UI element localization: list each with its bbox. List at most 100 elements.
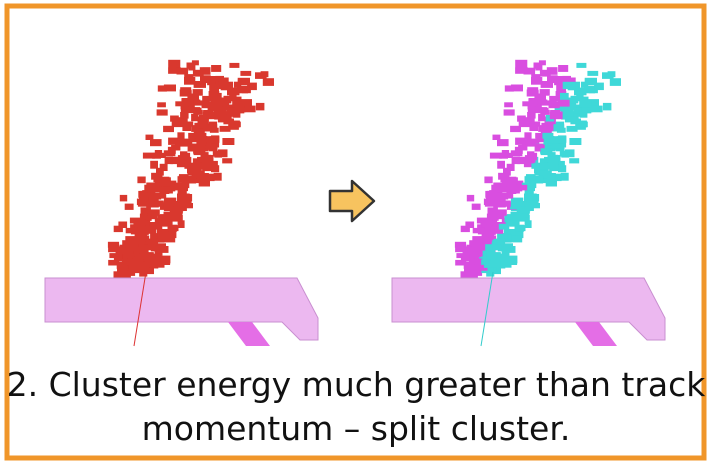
cluster-cell [184, 163, 194, 168]
cluster-cell [505, 85, 514, 91]
cluster-cell [256, 103, 265, 111]
cluster-cell [499, 153, 508, 158]
cluster-cell [149, 195, 159, 201]
cluster-cell [152, 153, 161, 158]
cluster-cell [580, 113, 588, 118]
cluster-cell [507, 164, 515, 171]
cluster-cell [527, 196, 534, 202]
cluster-cell [224, 96, 232, 104]
cluster-cell [552, 144, 563, 149]
cluster-cell [145, 245, 155, 250]
cluster-cell [560, 93, 569, 100]
cluster-cell [137, 199, 147, 206]
cluster-cell [569, 138, 581, 145]
cluster-cell [550, 110, 560, 115]
cluster-cell [503, 246, 512, 251]
cluster-cell [150, 139, 162, 146]
cluster-cell [531, 74, 540, 80]
cluster-cell [211, 65, 221, 72]
cluster-cell [213, 93, 222, 100]
cluster-cell [484, 261, 496, 268]
cluster-cell [188, 63, 195, 70]
cluster-cell [528, 99, 535, 106]
cluster-cell [200, 173, 209, 181]
cluster-cell [526, 174, 536, 181]
cluster-cell [602, 72, 614, 79]
cluster-cell [177, 132, 184, 139]
cluster-cell [558, 100, 570, 107]
cluster-cell [222, 158, 232, 163]
cluster-cell [193, 107, 200, 113]
cluster-cell [492, 245, 502, 250]
cluster-cell [255, 72, 267, 79]
cluster-cell [549, 158, 559, 166]
cluster-cell [194, 148, 206, 155]
cluster-cell [493, 135, 501, 140]
cluster-cell [512, 157, 520, 165]
cluster-cell [511, 200, 521, 208]
cluster-cell [538, 114, 545, 121]
cluster-cell [563, 82, 576, 89]
cluster-cell [193, 89, 203, 96]
cluster-cell [158, 85, 167, 91]
cluster-cell [168, 225, 177, 232]
cluster-cell [164, 200, 174, 208]
cluster-cell [510, 126, 521, 132]
cluster-cell [125, 204, 134, 210]
cluster-cell [579, 100, 591, 107]
cluster-cell [184, 74, 193, 80]
cluster-cell [469, 248, 476, 254]
cluster-cell [154, 201, 163, 206]
cluster-cell [200, 67, 211, 75]
cluster-cell [587, 71, 598, 76]
cluster-cell [542, 133, 553, 139]
cluster-cell [205, 144, 216, 149]
cluster-cell [245, 106, 256, 113]
cluster-cell [497, 161, 505, 169]
cluster-cell [156, 246, 165, 251]
cluster-cell [180, 112, 189, 119]
cluster-cell [152, 224, 163, 230]
cluster-cell [159, 177, 169, 185]
cluster-cell [558, 65, 568, 72]
cluster-cell [202, 158, 212, 166]
cluster-cell [540, 89, 550, 96]
cluster-cell [163, 126, 174, 132]
cluster-cell [203, 110, 213, 115]
cluster-cell [497, 233, 504, 240]
cluster-cell [527, 112, 536, 119]
cluster-cell [191, 114, 198, 121]
cluster-cell [504, 102, 513, 107]
cluster-cell [133, 219, 145, 225]
cluster-cell [494, 209, 507, 215]
cluster-cell [193, 100, 203, 105]
cluster-cell [525, 190, 534, 197]
cluster-cell [194, 123, 202, 128]
cluster-cell [240, 71, 251, 76]
cluster-cell [207, 124, 218, 131]
cluster-cell [506, 177, 516, 185]
cluster-cell [164, 235, 175, 242]
cluster-cell [484, 177, 492, 184]
cluster-cell [570, 119, 581, 125]
cluster-cell [179, 174, 189, 181]
cluster-cell [561, 151, 569, 158]
cluster-cell [592, 106, 603, 113]
cluster-cell [528, 201, 539, 207]
cluster-cell [168, 138, 178, 145]
cluster-cell [214, 151, 222, 158]
caption-line: momentum – split cluster. [142, 409, 571, 448]
cluster-cell [137, 177, 145, 184]
cluster-cell [472, 242, 484, 248]
cluster-cell [554, 124, 565, 131]
cluster-cell [524, 160, 533, 167]
cluster-cell [154, 261, 165, 268]
cluster-cell [511, 235, 522, 242]
cluster-cell [540, 107, 547, 113]
cluster-cell [524, 132, 531, 139]
cluster-cell [160, 164, 168, 171]
cluster-cell [480, 219, 492, 225]
cluster-cell [524, 68, 536, 75]
cluster-cell [461, 226, 470, 232]
cluster-cell [569, 158, 579, 163]
